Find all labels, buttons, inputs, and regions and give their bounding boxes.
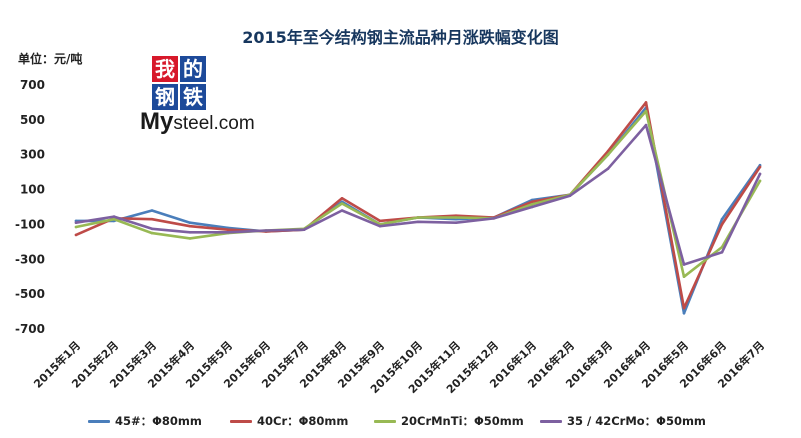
data-point: [492, 217, 496, 220]
series-line: [74, 101, 762, 310]
legend-swatch: [374, 420, 396, 423]
logo-wordmark-prefix: My: [140, 108, 174, 135]
series-group: [74, 109, 762, 279]
y-tick-label: -500: [15, 287, 45, 301]
legend-label: 40Cr：Φ80mm: [257, 414, 349, 428]
y-axis-ticks: 700 500 300 100 -100 -300 -500 -700: [15, 78, 45, 336]
data-point: [644, 101, 648, 104]
legend-item: 45#：Φ80mm: [88, 413, 202, 429]
data-point: [150, 217, 154, 221]
data-point: [720, 223, 724, 226]
data-point: [112, 215, 116, 218]
series-line: [74, 123, 762, 266]
legend-item: 40Cr：Φ80mm: [230, 413, 348, 429]
y-tick-label: -700: [15, 322, 45, 336]
data-point: [150, 209, 154, 212]
data-point: [112, 217, 116, 221]
series-layer: [74, 101, 762, 315]
data-point: [606, 167, 610, 170]
data-point: [416, 216, 420, 219]
data-point: [188, 224, 192, 228]
data-point: [74, 221, 78, 224]
unit-label: 单位：元/吨: [18, 52, 83, 66]
data-point: [758, 165, 762, 169]
logo-char: 我: [152, 56, 178, 82]
data-point: [530, 200, 534, 204]
logo-mark: 我 的 钢 铁: [152, 56, 206, 110]
series-line: [74, 109, 762, 278]
legend-label: 45#：Φ80mm: [115, 414, 202, 428]
data-point: [340, 197, 344, 200]
legend-label: 20CrMnTi：Φ50mm: [401, 414, 524, 428]
y-tick-label: -100: [15, 217, 45, 231]
data-point: [378, 219, 382, 223]
data-point: [644, 123, 648, 127]
data-point: [74, 233, 78, 237]
data-point: [682, 263, 686, 266]
y-tick-label: 700: [20, 78, 45, 92]
legend-swatch: [88, 420, 110, 423]
data-point: [150, 227, 154, 231]
data-point: [226, 231, 230, 234]
data-point: [606, 153, 610, 156]
data-point: [530, 203, 534, 206]
data-point: [74, 225, 78, 229]
series-group: [74, 106, 762, 315]
data-point: [302, 228, 306, 231]
legend-item: 35 / 42CrMo：Φ50mm: [540, 413, 706, 429]
logo-char: 铁: [180, 84, 206, 110]
data-point: [758, 179, 762, 183]
series-group: [74, 101, 762, 310]
logo-char: 钢: [152, 84, 178, 110]
data-point: [720, 251, 724, 254]
mysteel-logo: 我 的 钢 铁 Mysteel.com: [140, 56, 265, 135]
data-point: [226, 228, 230, 231]
data-point: [188, 221, 192, 224]
data-point: [188, 237, 192, 240]
data-point: [454, 221, 458, 224]
data-point: [682, 306, 686, 310]
data-point: [720, 245, 724, 249]
legend-label: 35 / 42CrMo：Φ50mm: [567, 414, 706, 428]
data-point: [378, 224, 382, 228]
y-tick-label: -300: [15, 252, 45, 266]
legend-item: 20CrMnTi：Φ50mm: [374, 413, 524, 429]
y-tick-label: 500: [20, 113, 45, 127]
legend-swatch: [230, 420, 252, 423]
data-point: [150, 231, 154, 235]
data-point: [720, 217, 724, 221]
series-group: [74, 123, 762, 266]
data-point: [416, 220, 420, 224]
data-point: [682, 275, 686, 279]
y-tick-label: 100: [20, 183, 45, 197]
data-point: [568, 194, 572, 197]
data-point: [682, 312, 686, 315]
data-point: [264, 229, 268, 232]
series-line: [74, 106, 762, 315]
data-point: [530, 205, 534, 209]
logo-char: 的: [180, 56, 206, 82]
logo-wordmark: Mysteel.com: [140, 108, 255, 136]
data-point: [340, 202, 344, 205]
data-point: [758, 172, 762, 176]
logo-wordmark-suffix: steel.com: [173, 113, 255, 134]
data-point: [454, 216, 458, 219]
data-point: [340, 209, 344, 212]
data-point: [188, 231, 192, 234]
chart-title: 2015年至今结构钢主流品种月涨跌幅变化图: [242, 28, 559, 47]
data-point: [644, 109, 648, 113]
legend-swatch: [540, 420, 562, 423]
y-tick-label: 300: [20, 148, 45, 162]
data-point: [606, 149, 610, 153]
x-axis-ticks: 2015年1月2015年2月2015年3月2015年4月2015年5月2015年…: [31, 338, 768, 396]
